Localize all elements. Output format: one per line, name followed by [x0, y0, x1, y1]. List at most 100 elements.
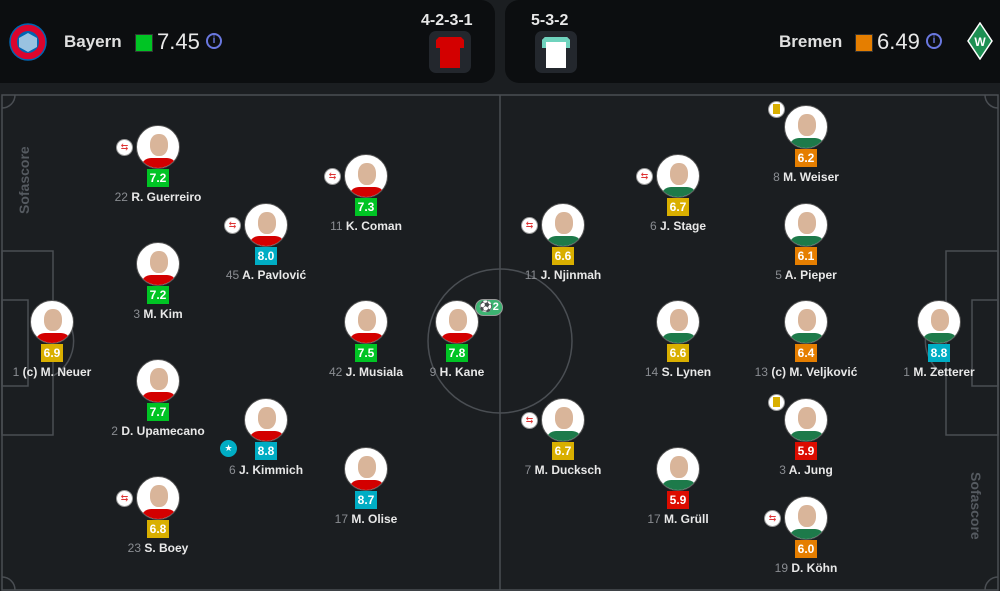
player-away[interactable]: 5.9 17 M. Grüll	[618, 447, 738, 526]
player-avatar	[917, 300, 961, 344]
player-name: K. Coman	[345, 219, 402, 233]
svg-text:W: W	[974, 35, 986, 49]
jersey-number: 9	[429, 365, 437, 379]
player-name: D. Upamecano	[121, 424, 205, 438]
player-rating: 6.8	[146, 520, 170, 538]
player-name: J. Njinmah	[540, 268, 602, 282]
player-avatar	[136, 476, 180, 520]
away-team-rating: 6.49	[877, 29, 920, 54]
player-avatar	[344, 300, 388, 344]
substitution-icon: ⇆	[521, 412, 538, 429]
info-icon[interactable]: i	[206, 33, 222, 49]
player-name-label: 1 M. Zetterer	[879, 365, 999, 379]
jersey-number: 14	[644, 365, 659, 379]
home-formation: 4-2-3-1	[421, 12, 473, 29]
jersey-number: 13	[754, 365, 768, 379]
player-rating: 5.9	[794, 442, 818, 460]
player-name: M. Weiser	[783, 170, 839, 184]
player-rating: 7.2	[146, 286, 170, 304]
player-rating: 6.7	[666, 198, 690, 216]
player-home[interactable]: 8.8 6 J. Kimmich ★	[206, 398, 326, 477]
player-home[interactable]: 7.2 22 R. Guerreiro ⇆	[98, 125, 218, 204]
player-name-label: 6 J. Stage	[618, 219, 738, 233]
player-avatar	[435, 300, 479, 344]
home-team-rating: 7.45	[157, 29, 200, 54]
player-away[interactable]: 6.4 13 (c) M. Veljković	[746, 300, 866, 379]
player-away[interactable]: 6.2 8 M. Weiser	[746, 101, 866, 184]
jersey-number: 23	[127, 541, 141, 555]
player-rating: 6.6	[551, 247, 575, 265]
player-home[interactable]: 7.5 42 J. Musiala	[306, 300, 426, 379]
player-away[interactable]: 5.9 3 A. Jung	[746, 394, 866, 477]
substitution-icon: ⇆	[324, 168, 341, 185]
jersey-number: 2	[111, 424, 118, 438]
jersey-number: 8	[773, 170, 780, 184]
player-name-label: 17 M. Olise	[306, 512, 426, 526]
player-name-label: 17 M. Grüll	[618, 512, 738, 526]
player-name: M. Kim	[143, 307, 183, 321]
yellow-card-icon	[768, 394, 785, 411]
player-name-label: 1 (c) M. Neuer	[0, 365, 112, 379]
player-away[interactable]: 6.0 19 D. Köhn ⇆	[746, 496, 866, 575]
jersey-number: 3	[133, 307, 140, 321]
player-name: M. Ducksch	[534, 463, 602, 477]
jersey-number: 17	[334, 512, 348, 526]
away-team-header: 5-3-2 Bremen 6.49 i W	[505, 0, 1000, 83]
player-name: J. Musiala	[345, 365, 404, 379]
away-team-name[interactable]: Bremen	[779, 32, 843, 51]
player-home[interactable]: 8.0 45 A. Pavlović ⇆	[206, 203, 326, 282]
player-home[interactable]: 7.7 2 D. Upamecano	[98, 359, 218, 438]
player-home[interactable]: 7.3 11 K. Coman ⇆	[306, 154, 426, 233]
substitution-icon: ⇆	[636, 168, 653, 185]
jersey-number: 22	[114, 190, 128, 204]
player-avatar	[541, 398, 585, 442]
substitution-icon: ⇆	[116, 139, 133, 156]
jersey-number: 5	[775, 268, 782, 282]
player-away[interactable]: 6.7 6 J. Stage ⇆	[618, 154, 738, 233]
player-away[interactable]: 6.7 7 M. Ducksch ⇆	[503, 398, 623, 477]
player-rating: 7.5	[354, 344, 378, 362]
player-name-label: 11 K. Coman	[306, 219, 426, 233]
jersey-number: 1	[903, 365, 910, 379]
player-rating: 6.9	[40, 344, 64, 362]
player-name: J. Kimmich	[239, 463, 304, 477]
player-name-label: 8 M. Weiser	[746, 170, 866, 184]
player-rating: 6.6	[666, 344, 690, 362]
away-rating-color-square	[855, 34, 873, 52]
player-avatar	[344, 447, 388, 491]
player-name-label: 22 R. Guerreiro	[98, 190, 218, 204]
player-home[interactable]: 8.7 17 M. Olise	[306, 447, 426, 526]
player-rating: 6.2	[794, 149, 818, 167]
player-name-label: 45 A. Pavlović	[206, 268, 326, 282]
player-name: H. Kane	[439, 365, 485, 379]
player-home[interactable]: 6.8 23 S. Boey ⇆	[98, 476, 218, 555]
player-name: M. Zetterer	[913, 365, 975, 379]
player-away[interactable]: 6.1 5 A. Pieper	[746, 203, 866, 282]
player-away[interactable]: 6.6 14 S. Lynen	[618, 300, 738, 379]
player-away[interactable]: 8.8 1 M. Zetterer	[879, 300, 999, 379]
player-name-label: 23 S. Boey	[98, 541, 218, 555]
player-avatar	[244, 398, 288, 442]
home-kit	[429, 31, 471, 73]
substitution-icon: ⇆	[224, 217, 241, 234]
jersey-number: 11	[524, 268, 538, 282]
player-home[interactable]: 6.9 1 (c) M. Neuer	[0, 300, 112, 379]
jersey-number: 11	[330, 219, 343, 233]
player-rating: 6.1	[794, 247, 818, 265]
info-icon[interactable]: i	[926, 33, 942, 49]
player-rating: 8.7	[354, 491, 378, 509]
player-rating: 7.7	[146, 403, 170, 421]
player-home[interactable]: 7.2 3 M. Kim	[98, 242, 218, 321]
player-rating: 7.2	[146, 169, 170, 187]
player-avatar	[784, 105, 828, 149]
home-team-name[interactable]: Bayern	[64, 32, 122, 51]
player-name-label: 5 A. Pieper	[746, 268, 866, 282]
red-shirt-icon	[436, 37, 464, 68]
player-rating: 7.8	[445, 344, 469, 362]
player-name: A. Pavlović	[242, 268, 307, 282]
player-avatar	[656, 154, 700, 198]
player-avatar	[30, 300, 74, 344]
player-away[interactable]: 6.6 11 J. Njinmah ⇆	[503, 203, 623, 282]
player-avatar	[136, 359, 180, 403]
player-home[interactable]: 7.8 9 H. Kane ⚽2	[397, 299, 517, 379]
